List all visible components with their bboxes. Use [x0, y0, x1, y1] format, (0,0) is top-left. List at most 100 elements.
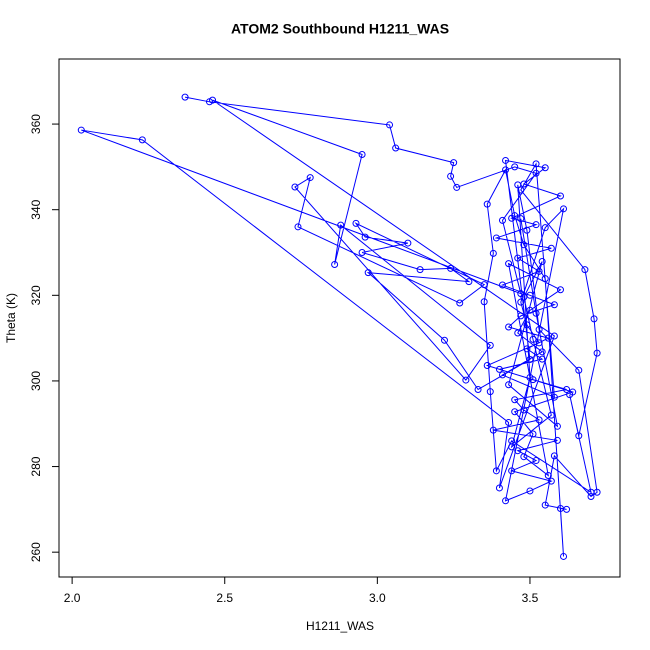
- data-point: [331, 260, 339, 268]
- data-point: [532, 160, 540, 168]
- data-point: [526, 374, 534, 382]
- data-point: [492, 234, 500, 242]
- data-point: [541, 501, 549, 509]
- data-point: [404, 239, 412, 247]
- data-point: [535, 339, 543, 347]
- data-point: [514, 447, 522, 455]
- data-point: [364, 269, 372, 277]
- data-point: [511, 163, 519, 171]
- data-point: [538, 348, 546, 356]
- data-point: [541, 164, 549, 172]
- y-tick-label: 260: [29, 542, 43, 562]
- data-point: [529, 335, 537, 343]
- data-point: [416, 266, 424, 274]
- data-point: [502, 497, 510, 505]
- data-point: [498, 281, 506, 289]
- data-point: [489, 426, 497, 434]
- data-point: [544, 334, 552, 342]
- data-point: [553, 436, 561, 444]
- data-point: [480, 281, 488, 289]
- data-point: [563, 385, 571, 393]
- data-point: [566, 391, 574, 399]
- data-point: [541, 224, 549, 232]
- data-point: [575, 432, 583, 440]
- data-point: [358, 150, 366, 158]
- data-point: [593, 349, 601, 357]
- data-point: [520, 241, 528, 249]
- data-point: [520, 293, 528, 301]
- data-point: [550, 393, 558, 401]
- data-point: [514, 181, 522, 189]
- data-point: [532, 169, 540, 177]
- data-point: [535, 326, 543, 334]
- data-line: [81, 96, 598, 557]
- data-point: [502, 156, 510, 164]
- data-point: [462, 376, 470, 384]
- data-point: [514, 254, 522, 262]
- data-point: [523, 321, 531, 329]
- data-point: [508, 467, 516, 475]
- data-point: [483, 362, 491, 370]
- data-point: [523, 226, 531, 234]
- data-point: [556, 286, 564, 294]
- data-point: [337, 221, 345, 229]
- y-tick-label: 300: [29, 371, 43, 391]
- data-point: [520, 406, 528, 414]
- data-point: [483, 200, 491, 208]
- data-point: [456, 299, 464, 307]
- data-point: [520, 453, 528, 461]
- data-point: [486, 341, 494, 349]
- data-point: [517, 312, 525, 320]
- data-point: [575, 366, 583, 374]
- data-point: [560, 205, 568, 213]
- data-point: [544, 472, 552, 480]
- data-point: [508, 443, 516, 451]
- y-axis-label: Theta (K): [4, 293, 18, 343]
- x-axis-label: H1211_WAS: [306, 619, 374, 633]
- data-point: [352, 219, 360, 227]
- data-point: [480, 298, 488, 306]
- data-point: [361, 233, 369, 241]
- data-point: [526, 291, 534, 299]
- data-point: [450, 159, 458, 167]
- data-point: [181, 93, 189, 101]
- data-point: [511, 396, 519, 404]
- data-point: [392, 144, 400, 152]
- data-point: [550, 332, 558, 340]
- data-point: [587, 493, 595, 501]
- y-tick-label: 320: [29, 285, 43, 305]
- data-point: [547, 477, 555, 485]
- data-point: [505, 381, 513, 389]
- data-point: [563, 505, 571, 513]
- data-point: [498, 371, 506, 379]
- x-tick-label: 3.5: [522, 591, 539, 605]
- data-point: [523, 345, 531, 353]
- data-point: [447, 172, 455, 180]
- data-point: [532, 457, 540, 465]
- data-point: [547, 411, 555, 419]
- y-tick-label: 280: [29, 456, 43, 476]
- data-point: [532, 309, 540, 317]
- data-point: [294, 223, 302, 231]
- data-point: [492, 467, 500, 475]
- x-tick-label: 2.5: [216, 591, 233, 605]
- data-point: [291, 183, 299, 191]
- data-point: [550, 452, 558, 460]
- data-point: [529, 430, 537, 438]
- data-point: [358, 249, 366, 257]
- data-point: [505, 323, 513, 331]
- data-point: [505, 260, 513, 268]
- data-point: [474, 385, 482, 393]
- chart-title: ATOM2 Southbound H1211_WAS: [231, 21, 449, 37]
- data-point: [486, 388, 494, 396]
- data-point: [209, 96, 217, 104]
- data-point: [553, 422, 561, 430]
- data-point: [526, 306, 534, 314]
- data-point: [77, 126, 85, 134]
- data-point: [550, 301, 558, 309]
- data-point: [514, 329, 522, 337]
- data-point: [560, 552, 568, 560]
